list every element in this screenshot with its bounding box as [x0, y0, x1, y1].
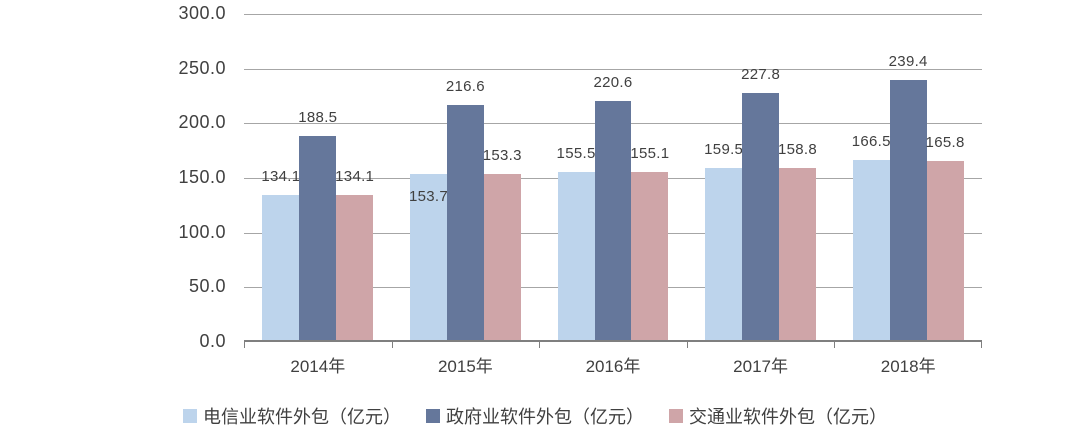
bar-0-2 [557, 172, 595, 342]
value-label: 166.5 [851, 132, 891, 150]
legend-label: 电信业软件外包（亿元） [203, 407, 401, 427]
value-label: 165.8 [925, 133, 965, 151]
y-axis-tick-label: 250.0 [178, 57, 226, 78]
x-axis-label: 2018年 [880, 357, 936, 376]
plot-area: 134.1 188.5 134.1 2014年 153.7 216.6 153.3 2015年… [244, 14, 982, 376]
bar-2-3 [779, 168, 816, 342]
value-label: 134.1 [335, 168, 375, 186]
legend-item-1: 政府业软件外包（亿元） [426, 403, 644, 429]
bar-group: 155.5 220.6 155.1 2016年 [539, 14, 687, 376]
legend-item-0: 电信业软件外包（亿元） [183, 403, 401, 429]
value-label: 155.5 [556, 145, 596, 162]
x-axis-label: 2016年 [585, 357, 641, 376]
bar-2-0 [336, 195, 374, 342]
gridline [244, 14, 982, 15]
x-axis-tick [981, 342, 982, 348]
x-axis-label: 2014年 [290, 357, 346, 376]
value-label: 153.3 [482, 147, 522, 165]
bar-1-3 [742, 92, 780, 342]
bar-1-4 [889, 80, 927, 342]
x-axis-tick [686, 342, 688, 348]
y-axis-tick-label: 0.0 [199, 331, 226, 351]
bar-group: 166.5 239.4 165.8 2018年 [834, 14, 982, 376]
y-axis-tick-label: 200.0 [178, 112, 226, 133]
legend: 电信业软件外包（亿元） 政府业软件外包（亿元） 交通业软件外包（亿元） [183, 403, 887, 429]
x-axis-tick [539, 342, 541, 348]
legend-swatch-icon [183, 409, 197, 423]
value-label: 239.4 [888, 53, 928, 71]
legend-label: 政府业软件外包（亿元） [446, 407, 644, 427]
y-axis-tick-label: 50.0 [188, 276, 226, 297]
value-label: 227.8 [741, 65, 781, 83]
value-label: 216.6 [445, 78, 485, 96]
legend-swatch-icon [426, 409, 440, 423]
bar-1-1 [446, 105, 484, 342]
legend-item-2: 交通业软件外包（亿元） [669, 403, 887, 429]
x-axis-tick [834, 342, 836, 348]
value-label: 153.7 [408, 187, 449, 205]
value-label: 158.8 [777, 141, 818, 159]
y-axis-tick-label: 100.0 [178, 221, 226, 242]
bar-2-2 [631, 172, 669, 342]
x-axis-label: 2015年 [437, 357, 493, 376]
value-label: 155.1 [630, 145, 670, 163]
x-axis-label: 2017年 [733, 357, 788, 376]
bar-group: 159.5 227.8 158.8 2017年 [687, 14, 835, 376]
gridline [244, 68, 982, 70]
y-axis-tick-label: 300.0 [178, 3, 226, 23]
bar-group: 153.7 216.6 153.3 2015年 [392, 14, 540, 376]
bar-0-4 [852, 159, 890, 342]
bar-0-0 [262, 195, 300, 342]
x-axis-tick [244, 342, 245, 348]
value-label: 134.1 [261, 168, 301, 186]
x-axis-line [244, 340, 982, 342]
value-label: 159.5 [704, 140, 744, 158]
bar-2-1 [483, 174, 521, 342]
legend-swatch-icon [669, 409, 683, 423]
x-axis-tick [391, 342, 393, 348]
bar-2-4 [926, 160, 964, 342]
bar-0-1 [410, 173, 447, 342]
bar-1-2 [594, 100, 632, 342]
value-label: 220.6 [593, 73, 633, 91]
y-axis-tick-label: 150.0 [178, 167, 226, 187]
legend-label: 交通业软件外包（亿元） [689, 407, 887, 427]
bar-group: 134.1 188.5 134.1 2014年 [244, 14, 392, 376]
value-label: 188.5 [298, 108, 338, 126]
bar-1-0 [299, 135, 337, 342]
bar-0-3 [705, 167, 743, 342]
